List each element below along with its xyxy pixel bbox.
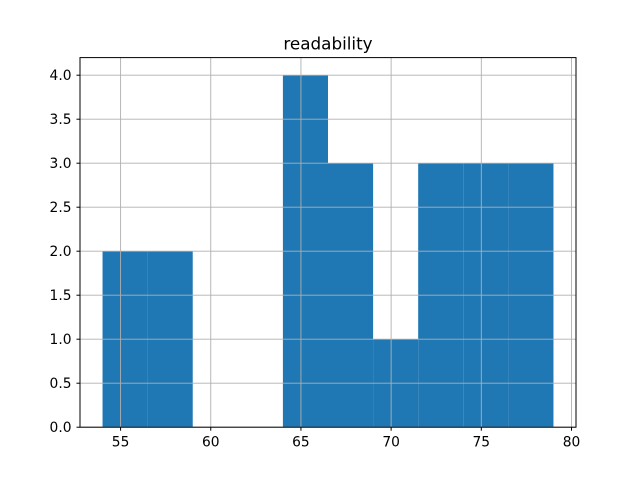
y-tick-label: 3.0 <box>50 156 72 172</box>
x-tick-label: 55 <box>112 435 130 451</box>
x-axis: 55 60 65 70 75 80 <box>112 427 580 451</box>
y-tick-label: 2.0 <box>50 244 72 260</box>
y-tick-label: 0.0 <box>50 420 72 436</box>
plot-border <box>79 57 577 428</box>
y-tick-label: 1.0 <box>50 332 72 348</box>
x-tick-label: 80 <box>563 435 581 451</box>
y-tick-label: 3.5 <box>50 112 72 128</box>
y-tick-label: 2.5 <box>50 200 72 216</box>
x-tick-label: 60 <box>202 435 220 451</box>
y-tick-label: 0.5 <box>50 376 72 392</box>
x-tick-label: 70 <box>382 435 400 451</box>
x-tick-label: 65 <box>292 435 310 451</box>
x-tick-label: 75 <box>473 435 491 451</box>
y-axis: 0.0 0.5 1.0 1.5 2.0 2.5 3.0 3.5 4.0 <box>50 68 80 436</box>
y-tick-label: 4.0 <box>50 68 72 84</box>
y-tick-label: 1.5 <box>50 288 72 304</box>
chart-title: readability <box>283 34 372 54</box>
